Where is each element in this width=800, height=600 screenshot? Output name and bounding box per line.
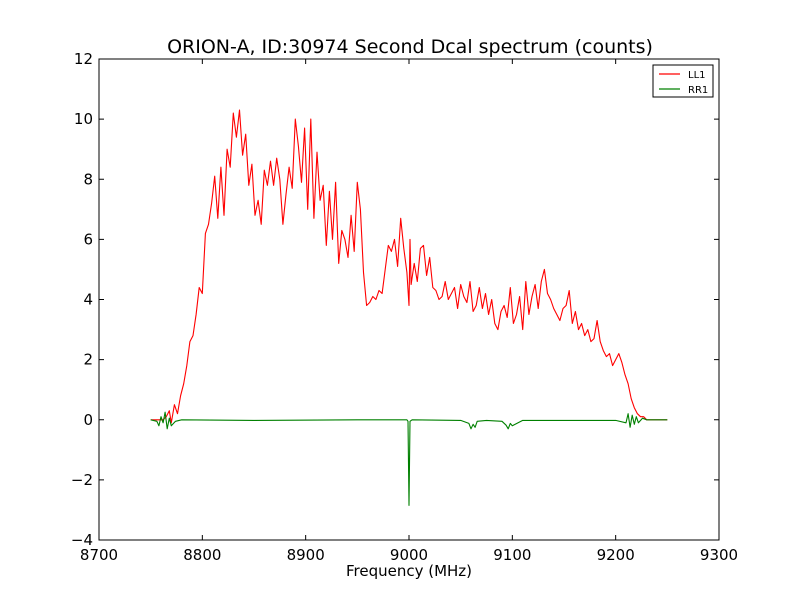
x-axis-label: Frequency (MHz) (346, 562, 472, 580)
chart-title: ORION-A, ID:30974 Second Dcal spectrum (… (167, 36, 653, 58)
legend-box (652, 64, 714, 98)
y-tick-label: 4 (83, 291, 93, 309)
plot-area (150, 109, 668, 506)
legend-label-ll1: LL1 (688, 70, 706, 81)
x-tick-label: 9000 (390, 546, 428, 564)
x-tick-label: 9300 (700, 546, 738, 564)
series-line-rr1 (150, 411, 668, 506)
y-tick-label: 6 (83, 230, 93, 248)
y-tick-label: −2 (71, 471, 93, 489)
y-tick-label: 2 (83, 351, 93, 369)
legend-label-rr1: RR1 (688, 85, 708, 96)
y-tick-label: 12 (74, 50, 93, 68)
x-tick-label: 8700 (80, 546, 118, 564)
x-tick-label: 9100 (493, 546, 531, 564)
x-tick-label: 9200 (597, 546, 635, 564)
legend: LL1 RR1 (652, 64, 714, 98)
plot-frame (98, 58, 720, 541)
series-line-ll1 (150, 109, 668, 424)
axis-ticks: 8700 8800 8900 9000 9100 9200 9300 −4 −2 0 2 4 6 8 10 1… (71, 50, 738, 564)
x-tick-label: 8800 (183, 546, 221, 564)
y-tick-label: 0 (83, 411, 93, 429)
y-tick-label: 10 (74, 110, 93, 128)
y-tick-label: 8 (83, 170, 93, 188)
y-tick-label: −4 (71, 531, 93, 549)
x-tick-label: 8900 (287, 546, 325, 564)
